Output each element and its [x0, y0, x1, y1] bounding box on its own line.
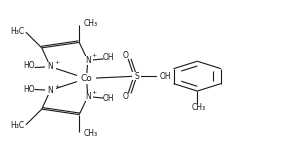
Text: +: + — [54, 60, 59, 65]
FancyBboxPatch shape — [77, 73, 96, 84]
Text: CH₃: CH₃ — [84, 129, 98, 138]
Text: +: + — [92, 90, 97, 95]
Text: +: + — [54, 84, 59, 89]
Text: N: N — [48, 62, 53, 71]
Text: S: S — [134, 72, 139, 81]
Text: Co: Co — [81, 74, 92, 83]
Text: +: + — [92, 53, 97, 58]
Text: CH₃: CH₃ — [192, 103, 206, 112]
FancyBboxPatch shape — [82, 56, 93, 65]
Text: HO: HO — [23, 61, 35, 70]
Text: OH: OH — [102, 53, 114, 62]
Text: CH₃: CH₃ — [84, 19, 98, 28]
Text: OH: OH — [159, 72, 171, 81]
Text: N: N — [85, 92, 91, 101]
FancyBboxPatch shape — [82, 92, 93, 101]
Text: O: O — [123, 51, 129, 60]
Text: HO: HO — [23, 85, 35, 94]
Text: N: N — [85, 56, 91, 65]
Text: H₃C: H₃C — [10, 27, 24, 36]
FancyBboxPatch shape — [132, 72, 141, 80]
FancyBboxPatch shape — [45, 86, 56, 95]
Text: OH: OH — [102, 94, 114, 103]
FancyBboxPatch shape — [157, 72, 173, 80]
Text: O: O — [123, 92, 129, 101]
Text: N: N — [48, 86, 53, 95]
FancyBboxPatch shape — [45, 62, 56, 71]
Text: H₃C: H₃C — [10, 121, 24, 130]
